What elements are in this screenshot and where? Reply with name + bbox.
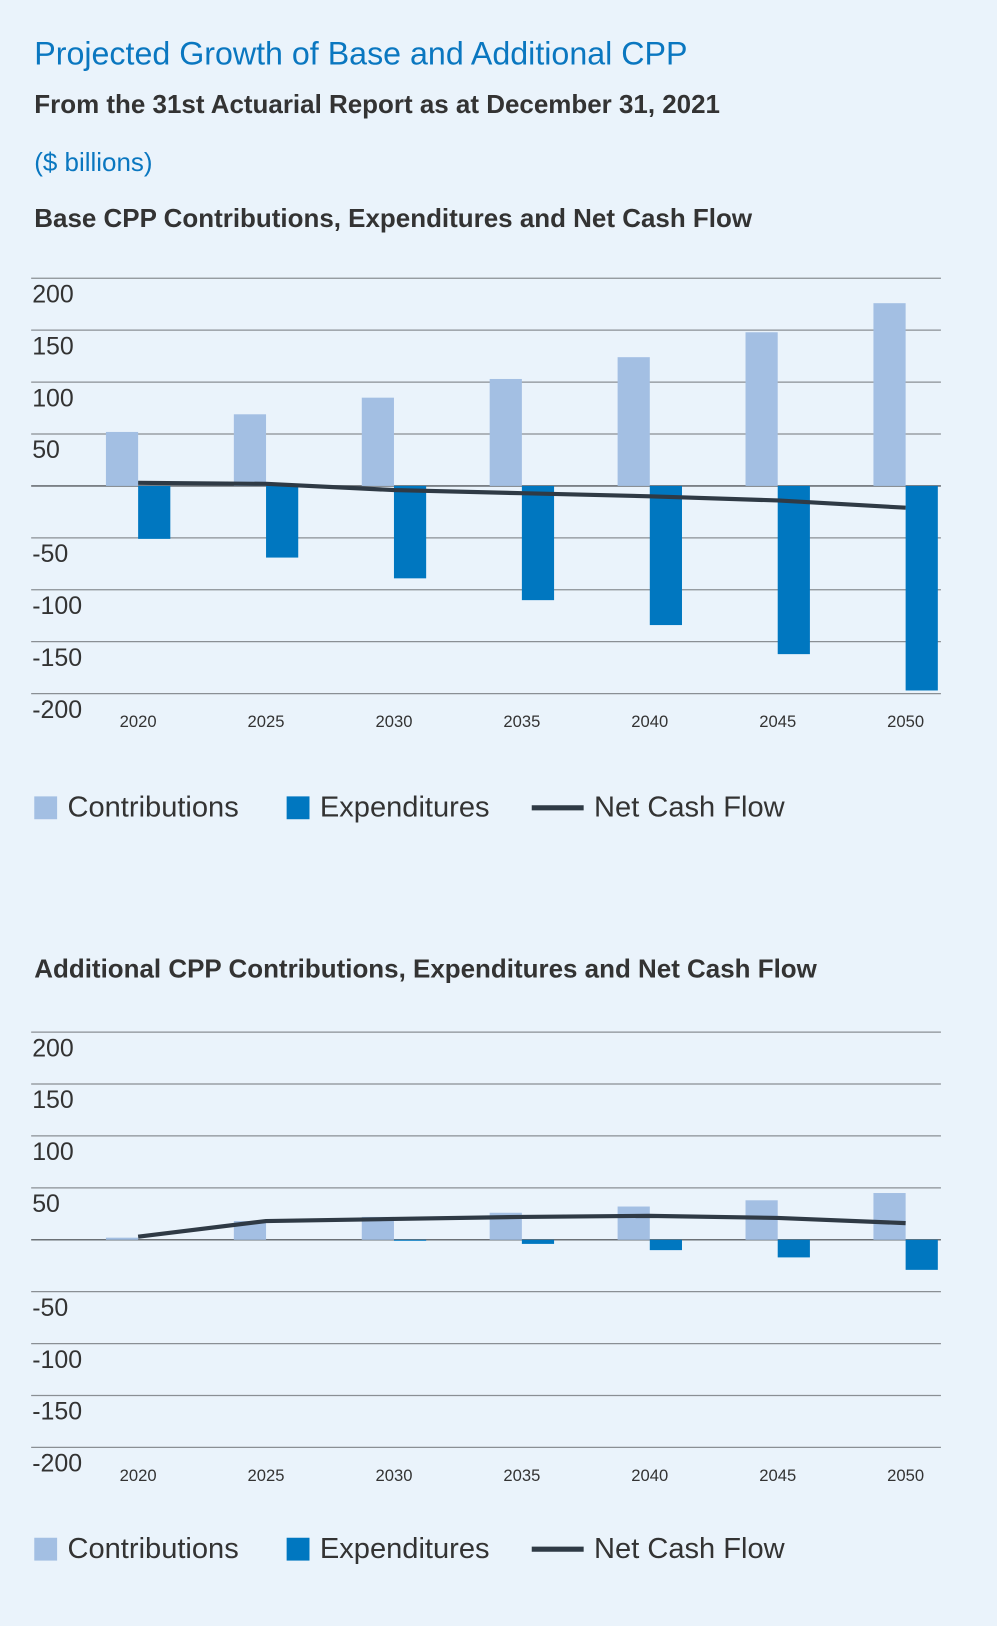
- legend-swatch: [34, 1537, 58, 1561]
- bar: [617, 357, 650, 486]
- legend-label: Net Cash Flow: [594, 792, 786, 824]
- bar: [777, 485, 810, 655]
- x-tick-label: 2020: [120, 712, 157, 731]
- legend-label: Contributions: [68, 792, 239, 824]
- bar: [905, 1239, 938, 1270]
- y-tick-label: -50: [32, 540, 68, 568]
- bar: [489, 378, 522, 486]
- y-tick-label: -200: [32, 696, 82, 724]
- legend-label: Expenditures: [320, 792, 490, 824]
- y-tick-label: 100: [32, 384, 74, 412]
- page-title: Projected Growth of Base and Additional …: [34, 36, 687, 72]
- x-tick-label: 2025: [248, 1466, 285, 1485]
- bar: [873, 1193, 906, 1240]
- y-tick-label: -200: [32, 1450, 82, 1478]
- bar: [777, 1239, 810, 1258]
- legend-swatch: [286, 796, 310, 820]
- y-tick-label: 50: [32, 436, 60, 464]
- y-tick-label: -150: [32, 644, 82, 672]
- x-tick-label: 2045: [759, 712, 796, 731]
- net-line: [138, 480, 906, 510]
- bar: [905, 485, 938, 691]
- bar: [873, 303, 906, 486]
- x-tick-label: 2050: [887, 1466, 924, 1485]
- bar: [745, 1200, 778, 1240]
- units-note: ($ billions): [34, 147, 152, 177]
- page-subtitle: From the 31st Actuarial Report as at Dec…: [34, 89, 720, 119]
- x-tick-label: 2020: [120, 1466, 157, 1485]
- y-tick-label: 150: [32, 1086, 74, 1114]
- legend-swatch: [286, 1537, 310, 1561]
- bar: [745, 332, 778, 486]
- bar: [393, 485, 427, 579]
- y-tick-label: -100: [32, 592, 82, 620]
- y-tick-label: 200: [32, 1034, 74, 1062]
- x-tick-label: 2045: [759, 1466, 796, 1485]
- x-tick-label: 2030: [375, 712, 412, 731]
- net-line: [137, 1213, 906, 1239]
- bar: [105, 431, 139, 486]
- bar: [361, 1216, 394, 1240]
- x-tick-label: 2030: [375, 1466, 412, 1485]
- bar: [649, 1239, 682, 1251]
- bar: [393, 1239, 427, 1241]
- bar: [138, 485, 171, 539]
- y-tick-label: -150: [32, 1398, 82, 1426]
- bar: [266, 485, 299, 558]
- legend-label: Contributions: [68, 1533, 239, 1565]
- bar: [617, 1206, 650, 1240]
- chart-title: Base CPP Contributions, Expenditures and…: [34, 203, 753, 233]
- x-tick-label: 2040: [631, 1466, 668, 1485]
- legend-swatch: [34, 796, 58, 820]
- y-tick-label: -50: [32, 1294, 68, 1322]
- x-tick-label: 2040: [631, 712, 668, 731]
- bar: [361, 397, 394, 486]
- y-tick-label: 50: [32, 1190, 60, 1218]
- legend-label: Expenditures: [320, 1533, 490, 1565]
- bar: [233, 414, 267, 486]
- y-tick-label: 200: [32, 280, 74, 308]
- legend-label: Net Cash Flow: [594, 1533, 786, 1565]
- x-tick-label: 2035: [503, 1466, 540, 1485]
- y-tick-label: 100: [32, 1138, 74, 1166]
- bar: [649, 485, 682, 626]
- x-tick-label: 2035: [503, 712, 540, 731]
- x-tick-label: 2025: [248, 712, 285, 731]
- bar: [521, 1239, 555, 1244]
- chart-title: Additional CPP Contributions, Expenditur…: [34, 954, 817, 984]
- bar: [105, 1237, 139, 1240]
- y-tick-label: 150: [32, 332, 74, 360]
- y-tick-label: -100: [32, 1346, 82, 1374]
- bar: [521, 485, 555, 601]
- x-tick-label: 2050: [887, 712, 924, 731]
